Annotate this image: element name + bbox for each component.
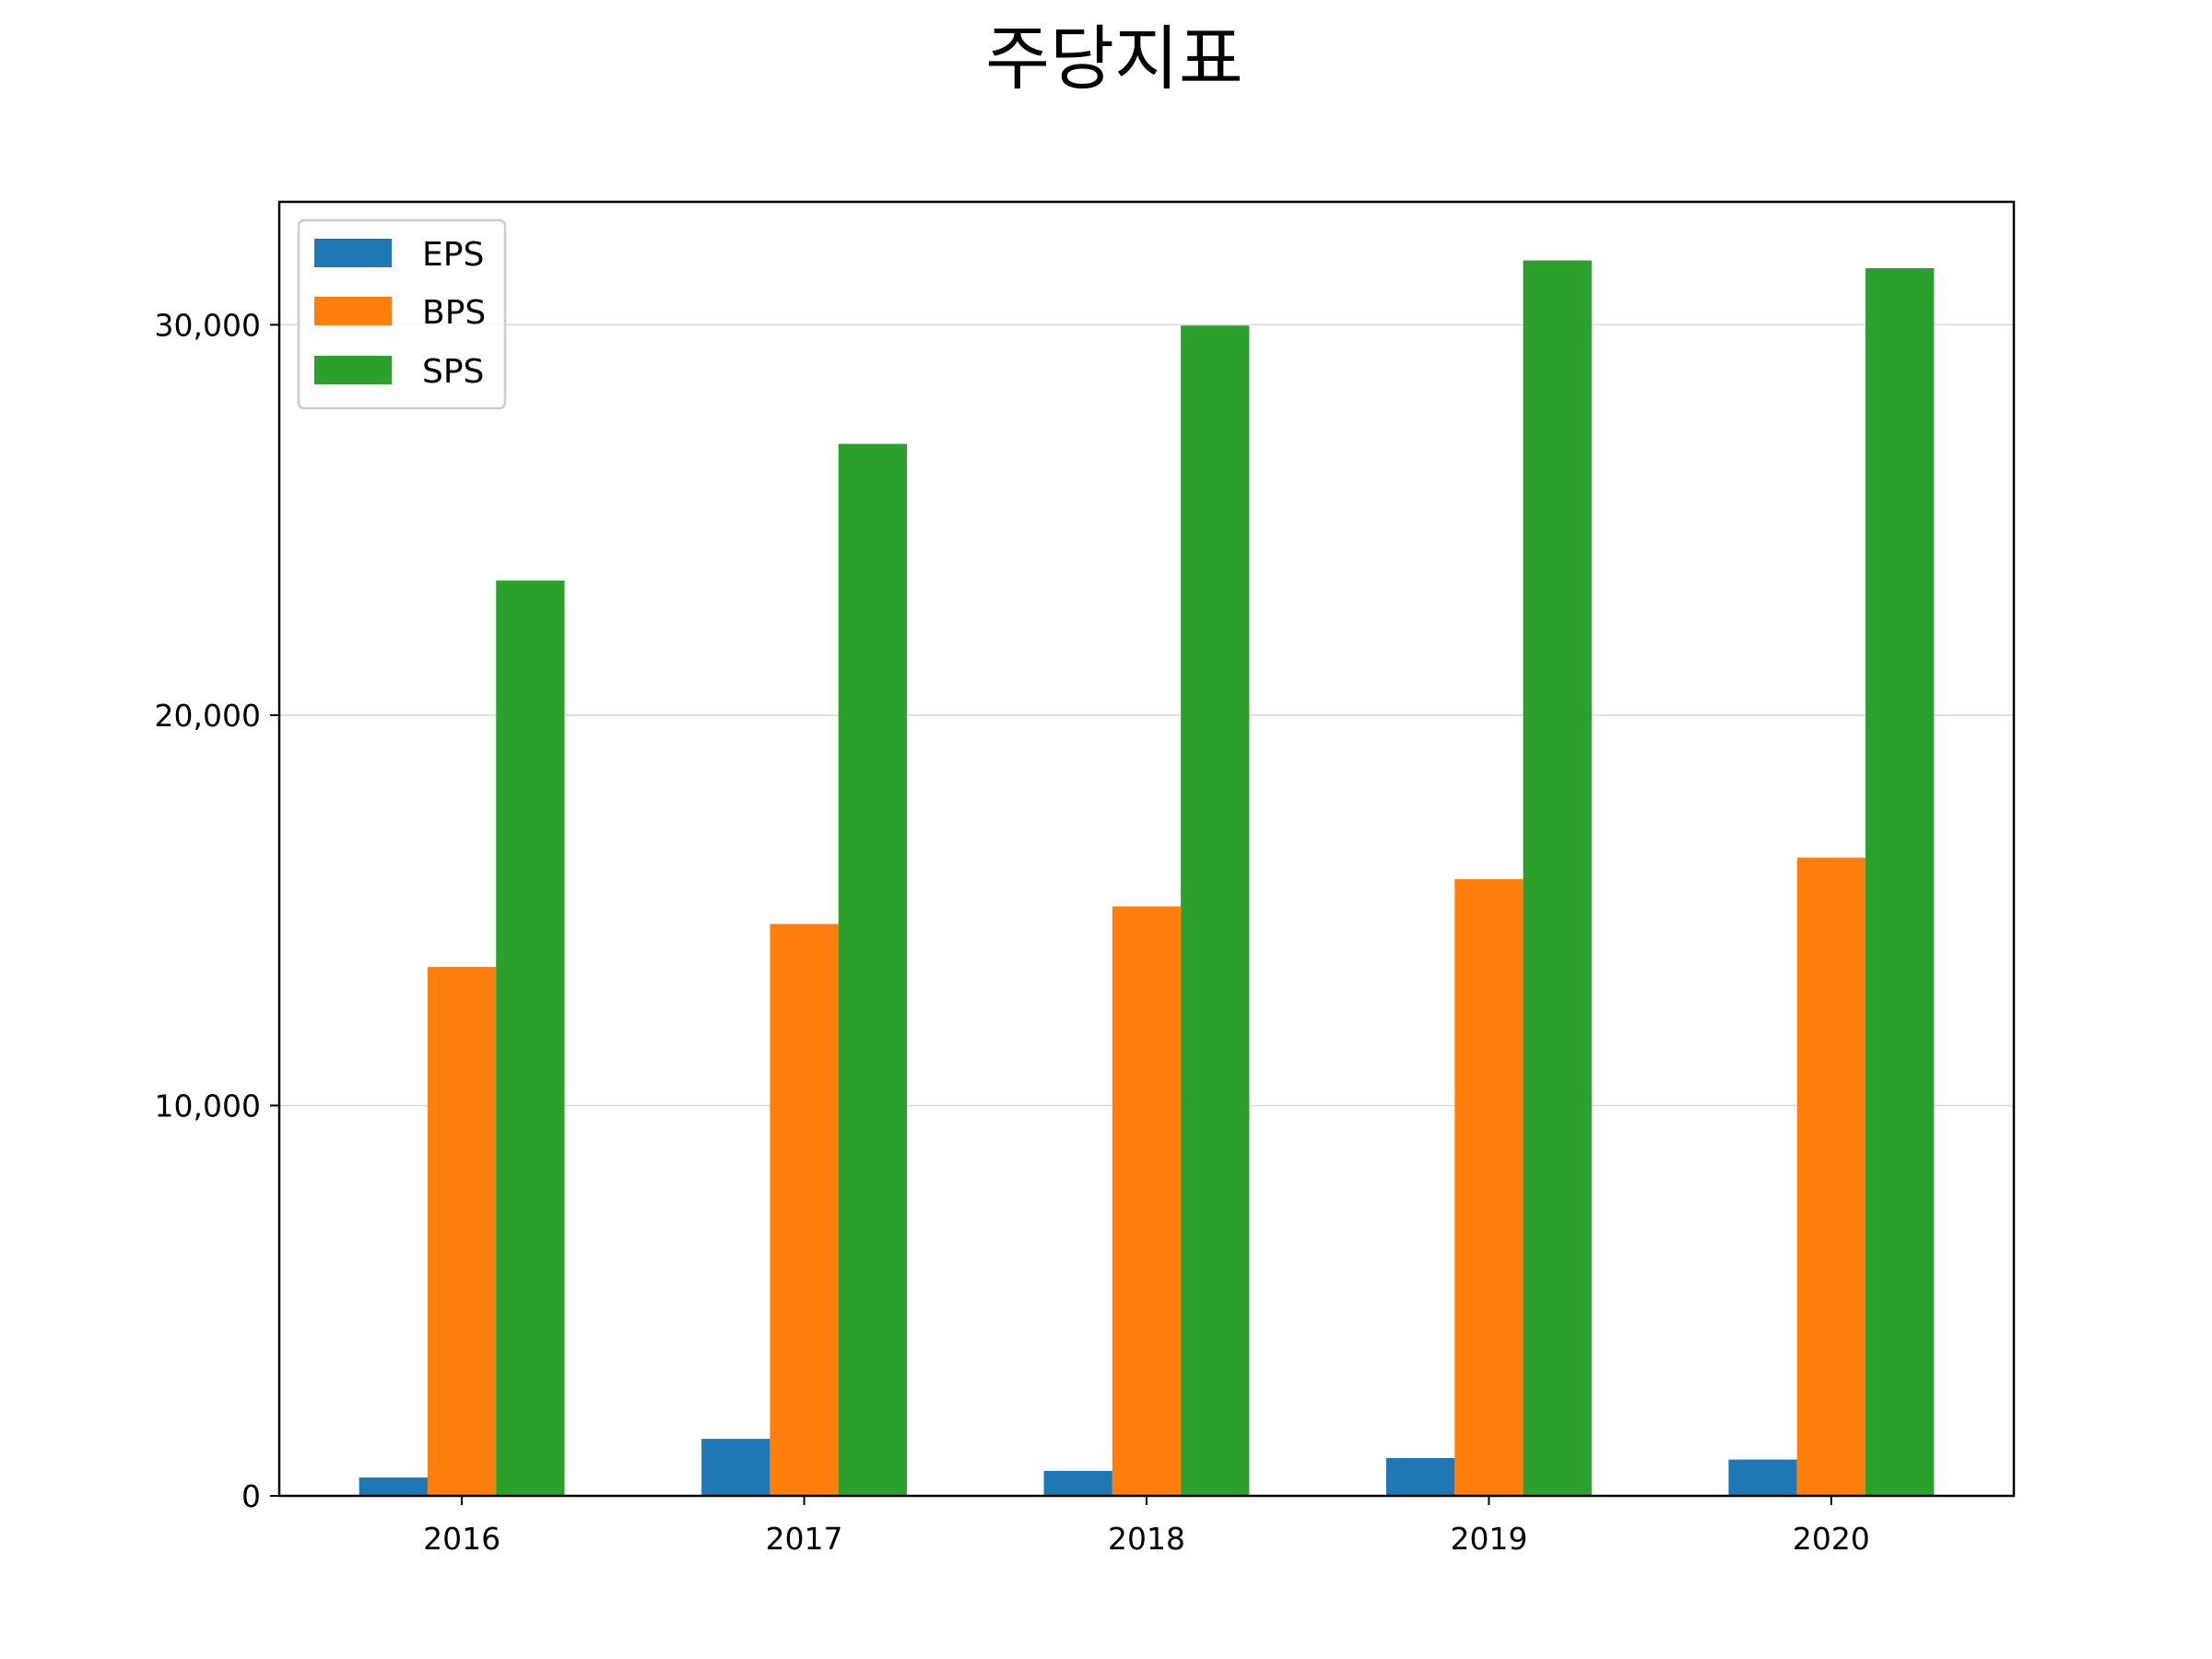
legend-label-sps: SPS <box>422 353 484 391</box>
y-tick-label-1: 10,000 <box>155 1088 261 1124</box>
x-tick-label-2020: 2020 <box>1793 1521 1870 1557</box>
bar-bps-2017 <box>770 924 839 1496</box>
bar-eps-2017 <box>701 1439 771 1496</box>
bar-bps-2019 <box>1454 878 1524 1496</box>
bar-sps-2020 <box>1865 268 1935 1496</box>
bar-eps-2019 <box>1386 1457 1455 1496</box>
legend-swatch-bps <box>314 297 392 325</box>
y-tick-label-0: 0 <box>241 1478 261 1514</box>
bar-eps-2020 <box>1728 1459 1797 1496</box>
y-tick-label-2: 20,000 <box>155 698 261 734</box>
bar-sps-2017 <box>838 443 907 1496</box>
x-tick-label-2019: 2019 <box>1450 1521 1527 1557</box>
legend-swatch-sps <box>314 356 392 384</box>
x-tick-label-2018: 2018 <box>1108 1521 1185 1557</box>
bar-eps-2016 <box>359 1477 428 1496</box>
bar-sps-2019 <box>1523 260 1592 1496</box>
bar-sps-2018 <box>1181 325 1250 1497</box>
chart-title: 주당지표 <box>985 18 1243 100</box>
y-tick-label-3: 30,000 <box>155 307 261 343</box>
bar-bps-2018 <box>1112 906 1182 1496</box>
bar-bps-2020 <box>1796 857 1866 1496</box>
bar-sps-2016 <box>496 580 565 1496</box>
legend-swatch-eps <box>314 239 392 267</box>
y-axis: 0 10,000 20,000 30,000 <box>155 307 279 1514</box>
x-axis: 2016 2017 2018 2019 2020 <box>423 1496 1870 1557</box>
legend-label-eps: EPS <box>422 236 484 274</box>
x-tick-label-2017: 2017 <box>766 1521 843 1557</box>
bar-eps-2018 <box>1043 1470 1112 1496</box>
bar-bps-2016 <box>427 967 497 1496</box>
legend: EPS BPS SPS <box>297 218 507 410</box>
bars <box>359 260 1935 1497</box>
x-tick-label-2016: 2016 <box>423 1521 500 1557</box>
legend-label-bps: BPS <box>422 294 486 332</box>
